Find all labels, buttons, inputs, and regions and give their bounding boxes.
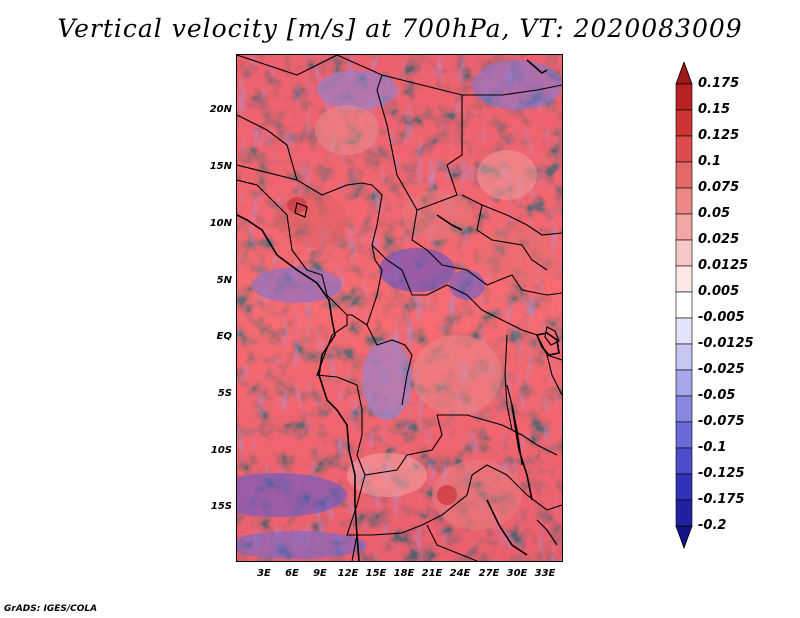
lon-label-30e: 30E: [506, 568, 528, 579]
lon-label-12e: 12E: [337, 568, 359, 579]
lat-label-5s: 5S: [217, 388, 232, 399]
colorbar-tick-label: -0.2: [698, 518, 727, 533]
lon-label-33e: 33E: [534, 568, 556, 579]
colorbar-tick-label: 0.05: [698, 206, 731, 221]
colorbar: [675, 62, 693, 550]
colorbar-tick-label: -0.05: [698, 388, 736, 403]
colorbar-swatch: [675, 187, 693, 215]
lat-label-20n: 20N: [209, 104, 232, 115]
lon-label-9e: 9E: [313, 568, 327, 579]
grads-credit: GrADS: IGES/COLA: [4, 604, 98, 614]
colorbar-bottom-arrow: [675, 525, 693, 550]
colorbar-swatch: [675, 161, 693, 189]
lat-label-15s: 15S: [210, 501, 232, 512]
map-title: Vertical velocity [m/s] at 700hPa, VT: 2…: [57, 14, 743, 43]
lat-label-10s: 10S: [210, 445, 232, 456]
lat-label-10n: 10N: [209, 218, 232, 229]
lake-outlines: [294, 202, 560, 546]
colorbar-top-arrow: [675, 62, 693, 85]
lon-label-24e: 24E: [449, 568, 471, 579]
lon-label-27e: 27E: [478, 568, 500, 579]
updraft-regions: [277, 105, 557, 530]
lon-label-6e: 6E: [285, 568, 299, 579]
lon-label-15e: 15E: [365, 568, 387, 579]
colorbar-swatch: [675, 135, 693, 163]
colorbar-tick-label: 0.075: [698, 180, 740, 195]
colorbar-tick-label: -0.075: [698, 414, 745, 429]
colorbar-tick-label: -0.025: [698, 362, 745, 377]
colorbar-tick-label: -0.005: [698, 310, 745, 325]
colorbar-tick-label: -0.0125: [698, 336, 754, 351]
lon-label-3e: 3E: [257, 568, 271, 579]
colorbar-tick-label: -0.1: [698, 440, 727, 455]
colorbar-swatch: [675, 369, 693, 397]
colorbar-swatch: [675, 83, 693, 111]
colorbar-tick-label: 0.005: [698, 284, 740, 299]
colorbar-swatch: [675, 239, 693, 267]
lat-label-eq: EQ: [216, 331, 232, 342]
colorbar-tick-label: 0.1: [698, 154, 722, 169]
colorbar-tick-label: 0.025: [698, 232, 740, 247]
lon-label-21e: 21E: [421, 568, 443, 579]
colorbar-swatch: [675, 317, 693, 345]
colorbar-swatch: [675, 109, 693, 137]
coastline: [237, 59, 560, 561]
colorbar-tick-label: 0.175: [698, 76, 740, 91]
colorbar-tick-label: -0.125: [698, 466, 745, 481]
colorbar-swatch: [675, 473, 693, 501]
lat-label-5n: 5N: [216, 275, 232, 286]
colorbar-swatch: [675, 499, 693, 527]
colorbar-swatch: [675, 447, 693, 475]
colorbar-tick-label: 0.0125: [698, 258, 749, 273]
colorbar-tick-label: 0.15: [698, 102, 731, 117]
vertical-velocity-field: [237, 55, 562, 561]
country-borders: [237, 55, 562, 561]
colorbar-swatch: [675, 291, 693, 319]
map-panel: [236, 54, 563, 562]
lat-label-15n: 15N: [209, 161, 232, 172]
colorbar-tick-label: -0.175: [698, 492, 745, 507]
lon-label-18e: 18E: [393, 568, 415, 579]
colorbar-swatch: [675, 213, 693, 241]
colorbar-swatch: [675, 343, 693, 371]
colorbar-swatch: [675, 421, 693, 449]
colorbar-tick-label: 0.125: [698, 128, 740, 143]
colorbar-swatch: [675, 395, 693, 423]
colorbar-swatch: [675, 265, 693, 293]
downdraft-regions: [237, 60, 562, 559]
